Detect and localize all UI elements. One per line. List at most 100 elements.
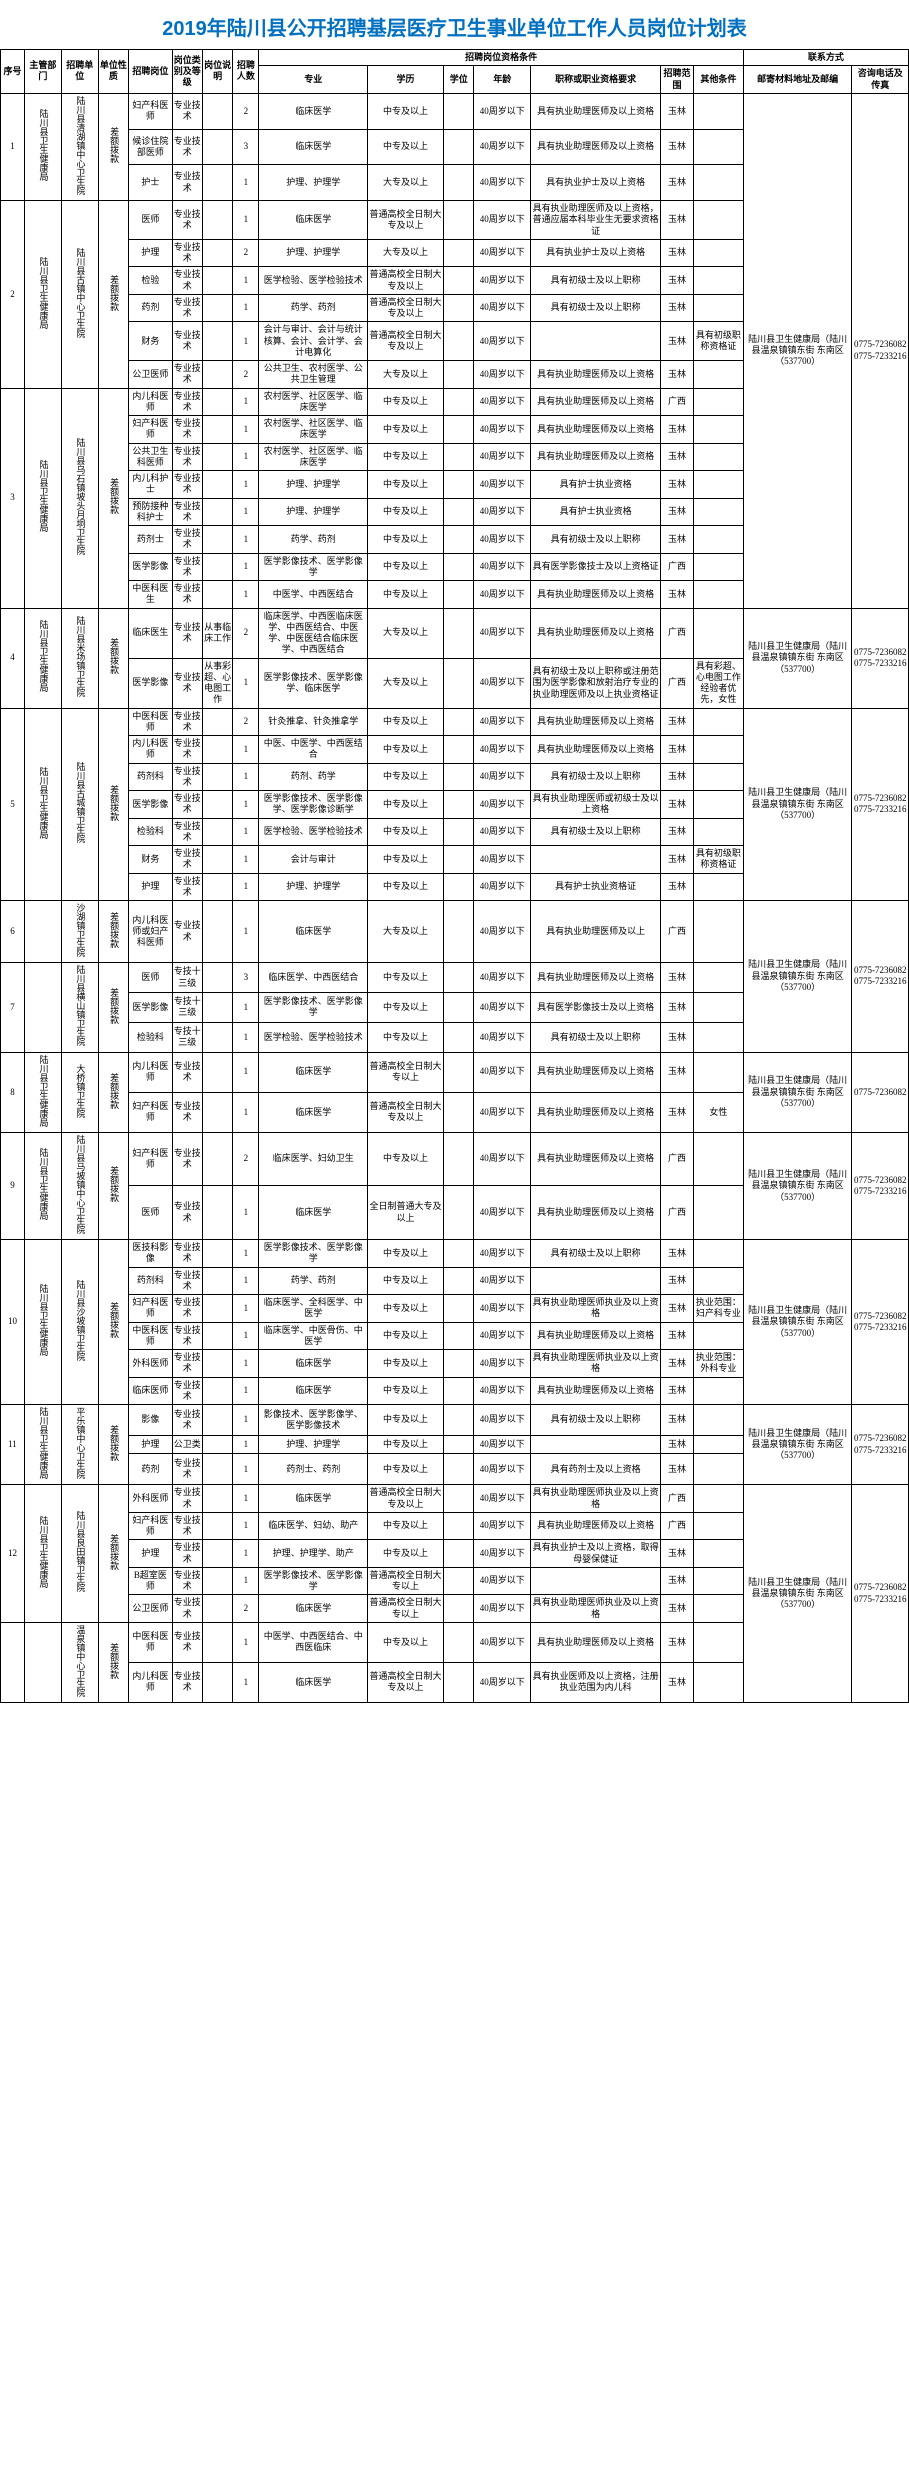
cell-age: 40周岁以下 [474, 165, 530, 201]
cell-major: 药剂、药学 [259, 763, 368, 791]
cell-edu: 普通高校全日制大专以上 [368, 1052, 444, 1092]
cell-cat: 专业技术 [172, 1132, 202, 1186]
cell-cat: 专业技术 [172, 736, 202, 764]
cell-other [693, 1186, 743, 1240]
cell-post: 妇产科医师 [129, 1092, 172, 1132]
cell-post: 影像 [129, 1405, 172, 1436]
cell-scope: 玉林 [661, 165, 694, 201]
cell-major: 医学检验、医学检验技术 [259, 267, 368, 295]
cell-cat: 专业技术 [172, 443, 202, 471]
cell-desc [202, 471, 232, 499]
cell-addr: 陆川县卫生健康局（陆川县温泉镇镇东街 东南区（537700） [743, 1132, 852, 1239]
cell-num: 1 [233, 553, 259, 581]
cell-scope: 玉林 [661, 498, 694, 526]
cell-post: 妇产科医师 [129, 416, 172, 444]
h-post: 招聘岗位 [129, 50, 172, 94]
cell-req: 具有护士执业资格 [530, 471, 660, 499]
cell-age: 40周岁以下 [474, 1022, 530, 1052]
cell-edu: 中专及以上 [368, 129, 444, 165]
cell-post: 检验科 [129, 1022, 172, 1052]
cell-other [693, 763, 743, 791]
cell-other [693, 1512, 743, 1540]
cell-req: 具有执业助理医师及以上资格 [530, 1512, 660, 1540]
cell-desc [202, 1267, 232, 1295]
cell-req: 具有执业助理医师及以上资格 [530, 93, 660, 129]
cell-num: 1 [233, 581, 259, 609]
cell-unit: 陆川县沙坡镇卫生院 [61, 1240, 98, 1405]
cell-edu: 中专及以上 [368, 1540, 444, 1568]
cell-unit: 平乐镇中心卫生院 [61, 1405, 98, 1485]
cell-other [693, 1435, 743, 1453]
table-row: 12陆川县卫生健康局陆川县良田镇卫生院差额拨款外科医师专业技术1临床医学普通高校… [1, 1485, 909, 1513]
cell-desc [202, 1454, 232, 1485]
cell-edu: 普通高校全日制大专及以上 [368, 1485, 444, 1513]
cell-desc [202, 963, 232, 993]
cell-num: 2 [233, 608, 259, 658]
cell-major: 临床医学、全科医学、中医学 [259, 1295, 368, 1323]
cell-age: 40周岁以下 [474, 581, 530, 609]
cell-desc [202, 1595, 232, 1623]
cell-num: 2 [233, 93, 259, 129]
cell-major: 临床医学 [259, 1595, 368, 1623]
cell-num: 1 [233, 901, 259, 963]
cell-req: 具有执业护士及以上资格 [530, 165, 660, 201]
cell-num: 1 [233, 294, 259, 322]
cell-deg [444, 1295, 474, 1323]
cell-num: 1 [233, 1622, 259, 1662]
cell-deg [444, 1485, 474, 1513]
cell-cat: 专业技术 [172, 1622, 202, 1662]
cell-deg [444, 443, 474, 471]
cell-age: 40周岁以下 [474, 1267, 530, 1295]
cell-edu: 中专及以上 [368, 526, 444, 554]
cell-cat: 专业技术 [172, 294, 202, 322]
cell-addr: 陆川县卫生健康局（陆川县温泉镇镇东街 东南区（537700） [743, 608, 852, 708]
cell-edu: 中专及以上 [368, 1267, 444, 1295]
cell-post: 内儿科医师 [129, 1052, 172, 1092]
cell-major: 临床医学 [259, 93, 368, 129]
cell-scope: 玉林 [661, 818, 694, 846]
cell-major: 临床医学 [259, 1186, 368, 1240]
cell-major: 临床医学 [259, 1350, 368, 1378]
h-nature: 单位性质 [98, 50, 128, 94]
cell-major: 会计与审计 [259, 846, 368, 874]
cell-age: 40周岁以下 [474, 93, 530, 129]
cell-dept: 陆川县卫生健康局 [24, 1485, 61, 1623]
cell-scope: 玉林 [661, 1435, 694, 1453]
cell-desc [202, 553, 232, 581]
cell-desc [202, 526, 232, 554]
cell-major: 医学检验、医学检验技术 [259, 818, 368, 846]
cell-unit: 陆川县良田镇卫生院 [61, 1485, 98, 1623]
cell-edu: 大专及以上 [368, 608, 444, 658]
cell-num: 2 [233, 708, 259, 736]
cell-age: 40周岁以下 [474, 361, 530, 389]
cell-age: 40周岁以下 [474, 498, 530, 526]
cell-edu: 大专及以上 [368, 239, 444, 267]
h-seq: 序号 [1, 50, 25, 94]
cell-age: 40周岁以下 [474, 608, 530, 658]
cell-desc [202, 1567, 232, 1595]
cell-cat: 公卫类 [172, 1435, 202, 1453]
cell-post: 药剂科 [129, 763, 172, 791]
cell-deg [444, 1540, 474, 1568]
cell-deg [444, 322, 474, 361]
cell-desc [202, 93, 232, 129]
cell-major: 医学影像技术、医学影像学 [259, 553, 368, 581]
cell-scope: 广西 [661, 1186, 694, 1240]
cell-desc [202, 1512, 232, 1540]
cell-major: 公共卫生、农村医学、公共卫生管理 [259, 361, 368, 389]
cell-scope: 玉林 [661, 963, 694, 993]
cell-edu: 大专及以上 [368, 658, 444, 708]
cell-scope: 玉林 [661, 1662, 694, 1702]
cell-cat: 专业技术 [172, 581, 202, 609]
cell-req: 具有执业助理医师及以上资格 [530, 1622, 660, 1662]
cell-num: 1 [233, 416, 259, 444]
cell-other [693, 239, 743, 267]
cell-num: 1 [233, 443, 259, 471]
cell-phone: 0775-7236082 0775-7233216 [852, 93, 909, 608]
cell-seq: 4 [1, 608, 25, 708]
cell-edu: 中专及以上 [368, 443, 444, 471]
table-row: 6沙湖镇卫生院差额拨款内儿科医师或妇产科医师专业技术1临床医学大专及以上40周岁… [1, 901, 909, 963]
recruitment-table: 序号 主管部门 招聘单位 单位性质 招聘岗位 岗位类别及等级 岗位说明 招聘人数… [0, 49, 909, 1703]
cell-req: 具有执业助理医师及以上资格 [530, 1186, 660, 1240]
cell-other [693, 1567, 743, 1595]
